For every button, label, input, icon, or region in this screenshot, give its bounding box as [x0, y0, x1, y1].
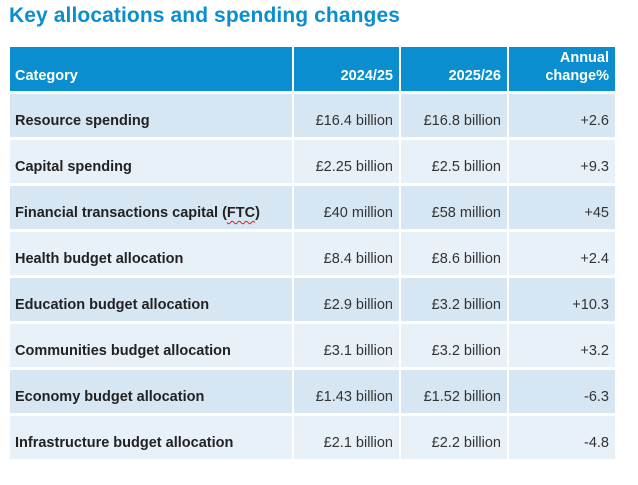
- value-2024-25: £2.25 billion: [294, 140, 399, 186]
- table-row: Financial transactions capital (FTC) £40…: [10, 186, 615, 232]
- value-2025-26: £2.5 billion: [401, 140, 507, 186]
- value-2025-26: £1.52 billion: [401, 370, 507, 416]
- header-2025-26: 2025/26: [401, 47, 507, 94]
- category-cell: Capital spending: [10, 140, 292, 186]
- table-row: Health budget allocation £8.4 billion £8…: [10, 232, 615, 278]
- annual-change: -4.8: [509, 416, 615, 462]
- table-row: Economy budget allocation £1.43 billion …: [10, 370, 615, 416]
- value-2025-26: £3.2 billion: [401, 278, 507, 324]
- value-2024-25: £2.9 billion: [294, 278, 399, 324]
- table-header-row: Category 2024/25 2025/26 Annual change%: [10, 47, 615, 94]
- page-title: Key allocations and spending changes: [9, 4, 401, 27]
- table-row: Infrastructure budget allocation £2.1 bi…: [10, 416, 615, 462]
- category-text-suffix: ): [255, 205, 260, 221]
- header-annual-change-line2: change%: [545, 68, 609, 84]
- category-cell: Health budget allocation: [10, 232, 292, 278]
- table-row: Capital spending £2.25 billion £2.5 bill…: [10, 140, 615, 186]
- annual-change: +2.6: [509, 94, 615, 140]
- category-text-prefix: Financial transactions capital (: [15, 205, 227, 221]
- annual-change: +2.4: [509, 232, 615, 278]
- annual-change: +3.2: [509, 324, 615, 370]
- value-2025-26: £2.2 billion: [401, 416, 507, 462]
- category-cell: Communities budget allocation: [10, 324, 292, 370]
- value-2024-25: £1.43 billion: [294, 370, 399, 416]
- header-category: Category: [10, 47, 292, 94]
- category-cell: Resource spending: [10, 94, 292, 140]
- value-2025-26: £3.2 billion: [401, 324, 507, 370]
- annual-change: -6.3: [509, 370, 615, 416]
- category-cell: Education budget allocation: [10, 278, 292, 324]
- table-row: Education budget allocation £2.9 billion…: [10, 278, 615, 324]
- table-row: Resource spending £16.4 billion £16.8 bi…: [10, 94, 615, 140]
- header-annual-change: Annual change%: [509, 47, 615, 94]
- value-2024-25: £3.1 billion: [294, 324, 399, 370]
- value-2024-25: £2.1 billion: [294, 416, 399, 462]
- annual-change: +45: [509, 186, 615, 232]
- allocations-table: Category 2024/25 2025/26 Annual change% R…: [8, 47, 617, 462]
- header-annual-change-line1: Annual: [559, 50, 609, 66]
- value-2025-26: £8.6 billion: [401, 232, 507, 278]
- value-2024-25: £16.4 billion: [294, 94, 399, 140]
- annual-change: +10.3: [509, 278, 615, 324]
- category-cell: Economy budget allocation: [10, 370, 292, 416]
- value-2024-25: £8.4 billion: [294, 232, 399, 278]
- category-cell: Infrastructure budget allocation: [10, 416, 292, 462]
- table-row: Communities budget allocation £3.1 billi…: [10, 324, 615, 370]
- value-2025-26: £16.8 billion: [401, 94, 507, 140]
- category-cell: Financial transactions capital (FTC): [10, 186, 292, 232]
- header-2024-25: 2024/25: [294, 47, 399, 94]
- value-2024-25: £40 million: [294, 186, 399, 232]
- spellcheck-flagged-word[interactable]: FTC: [226, 205, 256, 221]
- value-2025-26: £58 million: [401, 186, 507, 232]
- annual-change: +9.3: [509, 140, 615, 186]
